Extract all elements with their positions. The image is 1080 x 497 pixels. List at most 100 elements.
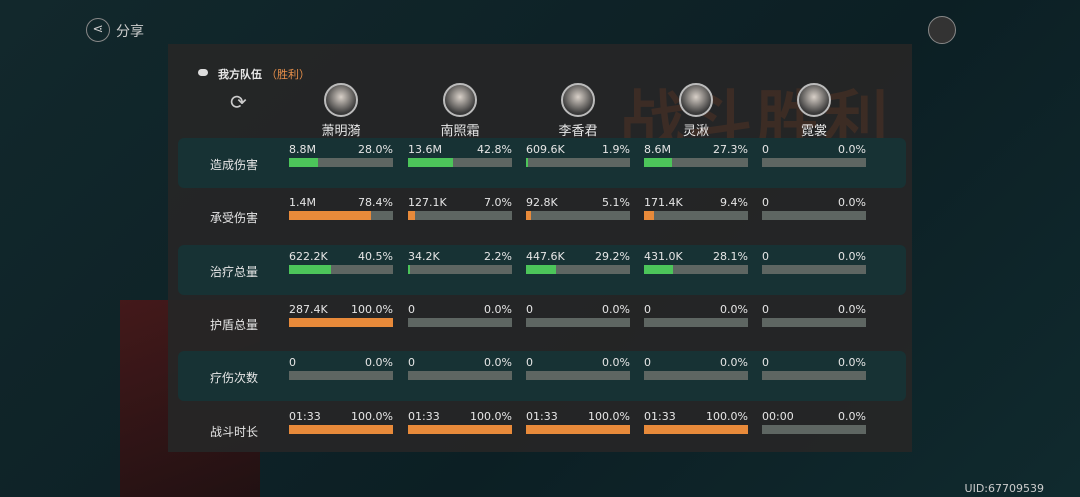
share-button[interactable]: 分享 [116, 24, 144, 40]
bar [289, 317, 393, 327]
cell-share: 0.0% [838, 302, 866, 316]
bar-track [644, 317, 748, 327]
cell-share: 2.2% [484, 249, 512, 263]
bar-track [762, 211, 866, 221]
cell-value: 0 [762, 143, 769, 156]
bar [526, 424, 630, 434]
bar-track [289, 158, 393, 167]
toggle[interactable] [198, 69, 208, 76]
cell-value: 13.6M [408, 143, 442, 156]
cell-value: 01:33 [408, 409, 440, 423]
cell-value: 0 [762, 356, 769, 370]
row-label: 护盾总量 [210, 317, 259, 332]
cell-value: 34.2K [408, 249, 440, 263]
bar-track [408, 158, 512, 167]
bar [408, 158, 453, 167]
cell-share: 100.0% [351, 302, 393, 316]
cell-share: 0.0% [602, 356, 630, 370]
cell-share: 0.0% [365, 356, 393, 370]
cell-value: 447.6K [526, 249, 565, 263]
result-label: （胜利） [266, 68, 310, 81]
uid: UID:67709539 [964, 482, 1044, 495]
bar [644, 424, 748, 434]
cell-value: 0 [644, 356, 651, 370]
cell-share: 0.0% [838, 196, 866, 210]
bar-track [408, 264, 512, 274]
bar [526, 211, 532, 221]
bar [289, 264, 332, 274]
row-label: 疗伤次数 [210, 371, 259, 386]
bar-track [762, 317, 866, 327]
bar-track [644, 264, 748, 274]
bar [289, 211, 371, 221]
row-label: 治疗总量 [210, 264, 259, 279]
cell-share: 9.4% [720, 196, 748, 210]
bar-track [408, 371, 512, 381]
cell-value: 0 [762, 249, 769, 263]
avatar [797, 83, 831, 117]
cell-value: 287.4K [289, 302, 328, 316]
avatar [443, 83, 477, 117]
refresh-icon[interactable]: ⟳ [230, 90, 247, 114]
cell-value: 0 [408, 302, 415, 316]
avatar [561, 83, 595, 117]
bar [644, 264, 674, 274]
hero-name: 李香君 [558, 124, 598, 139]
cell-share: 100.0% [706, 409, 748, 423]
cell-share: 29.2% [595, 249, 630, 263]
bar-track [408, 211, 512, 221]
cell-share: 0.0% [484, 302, 512, 316]
hero-name: 霓裳 [800, 124, 828, 139]
cell-share: 28.1% [713, 249, 748, 263]
bar-track [644, 211, 748, 221]
cell-share: 0.0% [720, 302, 748, 316]
bar [408, 424, 512, 434]
bar-track [762, 371, 866, 381]
bar-track [526, 158, 630, 167]
stats-icon[interactable] [928, 16, 956, 44]
bar-track [289, 264, 393, 274]
cell-value: 127.1K [408, 196, 447, 210]
share-icon[interactable]: ⋖ [86, 18, 110, 42]
cell-share: 78.4% [358, 196, 393, 210]
cell-share: 27.3% [713, 143, 748, 156]
cell-share: 0.0% [838, 249, 866, 263]
cell-value: 171.4K [644, 196, 683, 210]
cell-value: 0 [762, 302, 769, 316]
cell-value: 622.2K [289, 249, 328, 263]
cell-share: 1.9% [602, 143, 630, 156]
hero-name: 萧明漪 [321, 124, 361, 139]
cell-value: 0 [762, 196, 769, 210]
cell-value: 431.0K [644, 249, 683, 263]
cell-value: 0 [408, 356, 415, 370]
hero-name: 南照霜 [440, 124, 480, 139]
cell-value: 01:33 [289, 409, 321, 423]
cell-value: 00:00 [762, 409, 794, 423]
bar-track [408, 317, 512, 327]
bar [644, 211, 654, 221]
cell-share: 42.8% [477, 143, 512, 156]
bar [289, 424, 393, 434]
cell-share: 0.0% [720, 356, 748, 370]
cell-share: 100.0% [588, 409, 630, 423]
bar [644, 158, 673, 167]
cell-value: 92.8K [526, 196, 558, 210]
bar-track [526, 264, 630, 274]
cell-share: 7.0% [484, 196, 512, 210]
bar [289, 158, 319, 167]
bar-track [526, 371, 630, 381]
cell-value: 1.4M [289, 196, 316, 210]
bar [408, 264, 411, 274]
cell-value: 609.6K [526, 143, 565, 156]
team-label: 我方队伍 [218, 68, 262, 81]
cell-share: 0.0% [838, 409, 866, 423]
bar-track [289, 371, 393, 381]
avatar [679, 83, 713, 117]
cell-share: 5.1% [602, 196, 630, 210]
row-label: 战斗时长 [210, 424, 259, 439]
bar [526, 264, 557, 274]
cell-value: 0 [526, 302, 533, 316]
cell-value: 8.6M [644, 143, 671, 156]
cell-share: 40.5% [358, 249, 393, 263]
